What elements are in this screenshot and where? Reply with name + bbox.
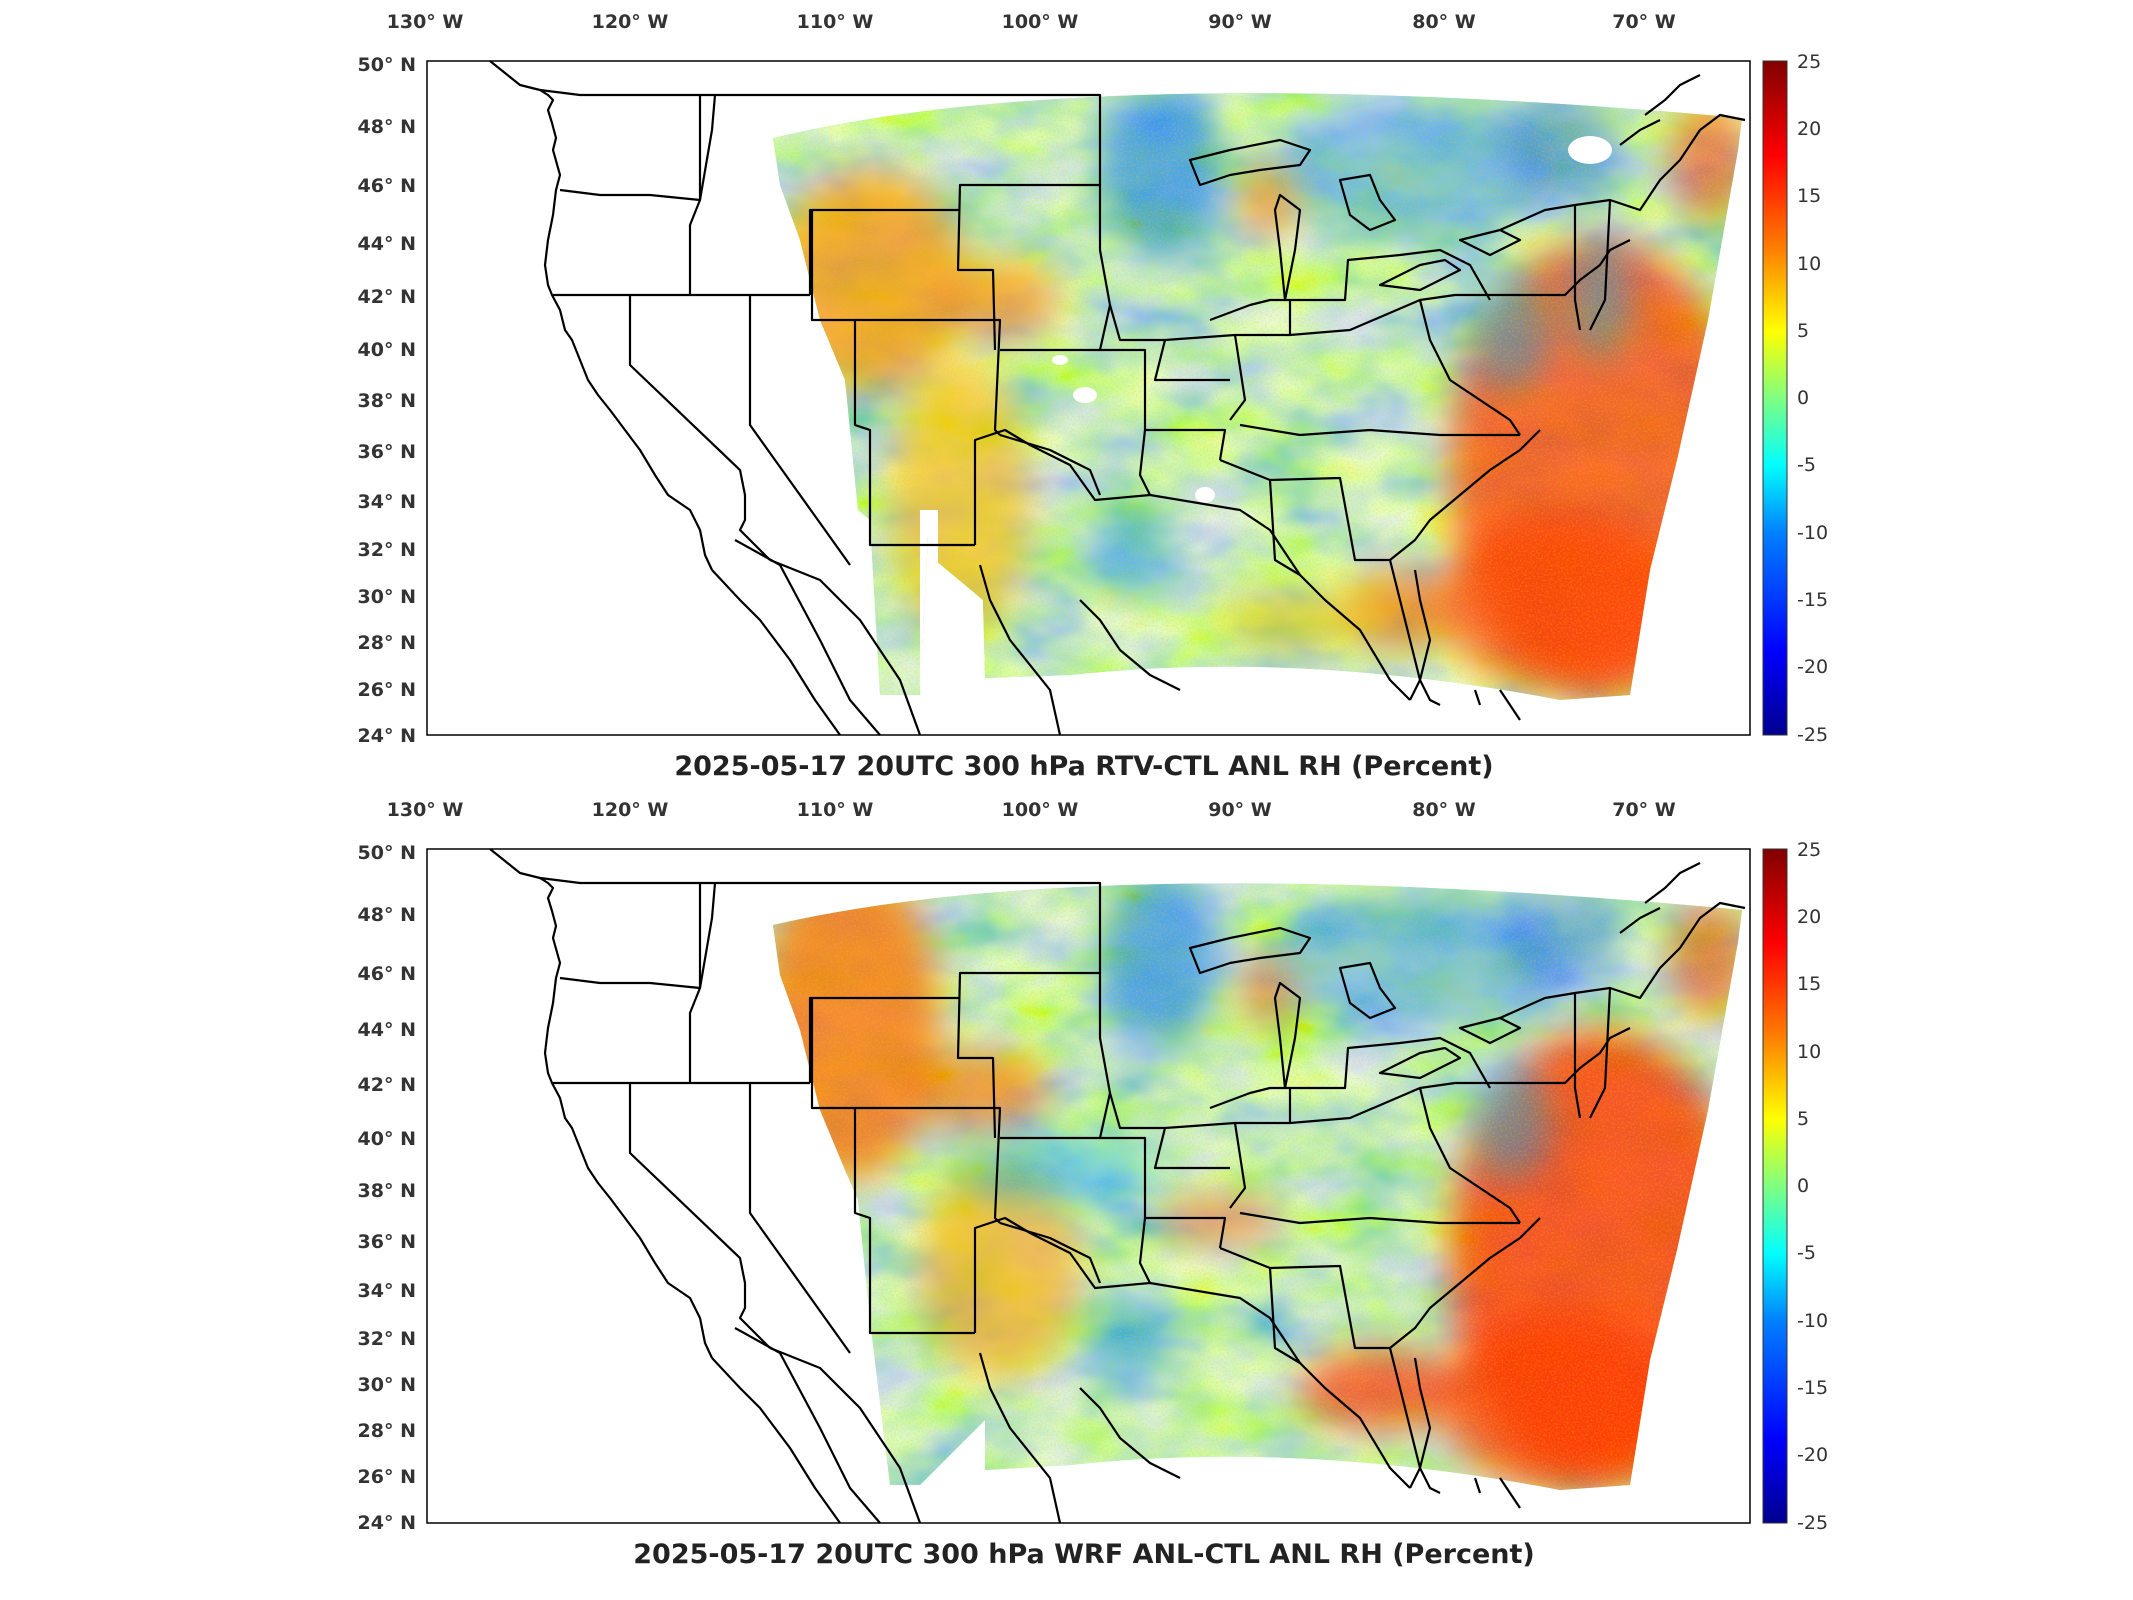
lat-tick: 32° N: [358, 1328, 416, 1350]
lat-tick: 46° N: [358, 175, 416, 197]
rh-difference-field: [773, 93, 1742, 700]
lon-tick: 120° W: [592, 11, 669, 33]
colorbar-tick: 25: [1797, 51, 1821, 73]
colorbar-tick: -20: [1797, 1444, 1828, 1466]
colorbar-tick: 0: [1797, 387, 1809, 409]
lat-tick: 42° N: [358, 286, 416, 308]
rh-difference-field: [773, 883, 1742, 1490]
lat-tick: 38° N: [358, 1180, 416, 1202]
panel-bottom: 130° W 120° W 110° W 100° W 90° W 80° W …: [358, 799, 1829, 1570]
lat-tick: 30° N: [358, 586, 416, 608]
panel-title: 2025-05-17 20UTC 300 hPa RTV-CTL ANL RH …: [674, 751, 1493, 782]
lon-tick: 90° W: [1208, 799, 1272, 821]
lon-tick: 110° W: [797, 11, 874, 33]
lat-tick: 38° N: [358, 390, 416, 412]
lat-tick: 40° N: [358, 1128, 416, 1150]
lon-tick: 120° W: [592, 799, 669, 821]
colorbar-tick: -15: [1797, 589, 1828, 611]
colorbar-tick: 20: [1797, 906, 1821, 928]
coastline-and-borders: [489, 848, 1746, 1524]
colorbar-tick: -25: [1797, 1512, 1828, 1534]
lon-tick: 130° W: [387, 799, 464, 821]
lat-tick: 28° N: [358, 632, 416, 654]
lon-tick: 90° W: [1208, 11, 1272, 33]
lat-tick: 50° N: [358, 54, 416, 76]
colorbar-tick: 25: [1797, 839, 1821, 861]
longitude-tick-labels: 130° W 120° W 110° W 100° W 90° W 80° W …: [387, 11, 1676, 33]
colorbar-tick: -25: [1797, 724, 1828, 746]
lat-tick: 36° N: [358, 1231, 416, 1253]
lon-tick: 70° W: [1612, 799, 1676, 821]
latitude-tick-labels: 50° N 48° N 46° N 44° N 42° N 40° N 38° …: [358, 54, 416, 747]
lon-tick: 80° W: [1412, 799, 1476, 821]
coastline-and-borders: [489, 60, 1746, 736]
latitude-tick-labels: 50° N 48° N 46° N 44° N 42° N 40° N 38° …: [358, 842, 416, 1534]
lat-tick: 44° N: [358, 1019, 416, 1041]
lat-tick: 48° N: [358, 116, 416, 138]
colorbar-tick: -5: [1797, 454, 1816, 476]
panel-title: 2025-05-17 20UTC 300 hPa WRF ANL-CTL ANL…: [633, 1539, 1534, 1570]
lat-tick: 30° N: [358, 1374, 416, 1396]
colorbar-tick: -20: [1797, 656, 1828, 678]
lon-tick: 110° W: [797, 799, 874, 821]
lon-tick: 130° W: [387, 11, 464, 33]
lat-tick: 24° N: [358, 1512, 416, 1534]
lat-tick: 34° N: [358, 1280, 416, 1302]
colorbar-tick: 10: [1797, 1041, 1821, 1063]
lat-tick: 46° N: [358, 963, 416, 985]
lon-tick: 100° W: [1002, 799, 1079, 821]
lat-tick: 34° N: [358, 491, 416, 513]
lon-tick: 80° W: [1412, 11, 1476, 33]
lon-tick: 100° W: [1002, 11, 1079, 33]
colorbar-tick: -5: [1797, 1242, 1816, 1264]
colorbar-tick: 20: [1797, 118, 1821, 140]
lat-tick: 26° N: [358, 679, 416, 701]
colorbar-tick: 10: [1797, 253, 1821, 275]
colorbar: 25 20 15 10 5 0 -5 -10 -15 -20 -25: [1762, 51, 1828, 746]
lat-tick: 36° N: [358, 441, 416, 463]
colorbar-tick: 5: [1797, 1108, 1809, 1130]
lat-tick: 42° N: [358, 1074, 416, 1096]
lat-tick: 44° N: [358, 233, 416, 255]
longitude-tick-labels: 130° W 120° W 110° W 100° W 90° W 80° W …: [387, 799, 1676, 821]
panel-top: 130° W 120° W 110° W 100° W 90° W 80° W …: [358, 11, 1829, 782]
colorbar: 25 20 15 10 5 0 -5 -10 -15 -20 -25: [1762, 839, 1828, 1534]
colorbar-tick: -15: [1797, 1377, 1828, 1399]
colorbar-tick: 15: [1797, 185, 1821, 207]
lon-tick: 70° W: [1612, 11, 1676, 33]
colorbar-tick: 5: [1797, 320, 1809, 342]
lat-tick: 24° N: [358, 725, 416, 747]
lat-tick: 50° N: [358, 842, 416, 864]
lat-tick: 32° N: [358, 539, 416, 561]
colorbar-tick: 0: [1797, 1175, 1809, 1197]
lat-tick: 48° N: [358, 904, 416, 926]
lat-tick: 28° N: [358, 1420, 416, 1442]
colorbar-tick: -10: [1797, 522, 1828, 544]
colorbar-tick: 15: [1797, 973, 1821, 995]
lat-tick: 40° N: [358, 339, 416, 361]
colorbar-tick: -10: [1797, 1310, 1828, 1332]
lat-tick: 26° N: [358, 1466, 416, 1488]
